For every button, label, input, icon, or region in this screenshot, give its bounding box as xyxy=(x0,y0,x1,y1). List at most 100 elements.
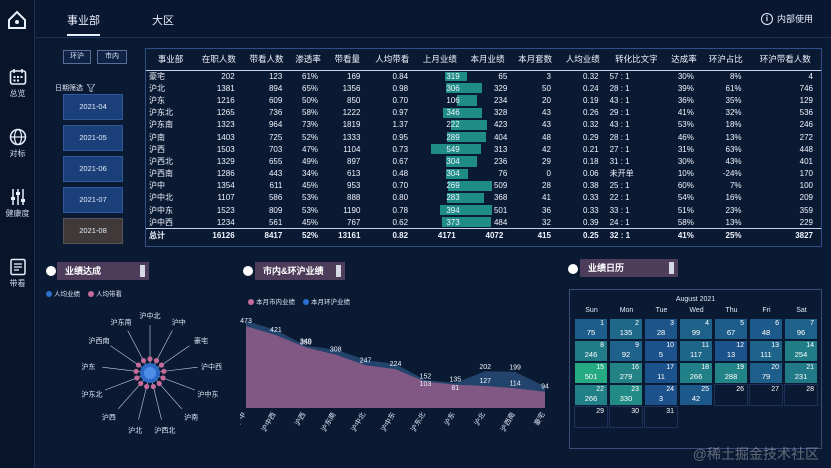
calendar-day[interactable]: 22 266 xyxy=(574,384,608,406)
table-cell: 49% xyxy=(302,156,319,166)
table-cell: 964 xyxy=(268,120,283,130)
sidebar-item-health[interactable]: 健康度 xyxy=(0,188,35,219)
calendar-day[interactable]: 7 96 xyxy=(784,318,818,340)
cell-value: 319 xyxy=(446,71,460,81)
calendar-day[interactable]: 19 288 xyxy=(714,362,748,384)
table-row[interactable]: 沪西北 1329 655 49% 897 0.67 304 236 29 0.18 31 : 1 30… xyxy=(146,155,821,167)
table-row[interactable]: 沪中东 1523 809 53% 1190 0.78 394 501 36 0.33 33 : 1 5… xyxy=(146,204,821,216)
calendar-day[interactable]: 10 5 xyxy=(644,340,678,362)
drag-handle-icon[interactable] xyxy=(669,262,674,274)
calendar-day[interactable]: 13 111 xyxy=(749,340,783,362)
date-filter-label[interactable]: 日期筛选 xyxy=(55,83,96,93)
table-row[interactable]: 沪中 1354 611 45% 953 0.70 269 509 28 0.38 25 : 1 60%… xyxy=(146,180,821,192)
column-header[interactable]: 人均业绩 xyxy=(558,49,607,71)
calendar-day[interactable]: 14 254 xyxy=(784,340,818,362)
table-row[interactable]: 沪中北 1107 586 53% 888 0.80 283 368 41 0.33 22 : 1 54… xyxy=(146,192,821,204)
calendar-day[interactable]: 17 11 xyxy=(644,362,678,384)
calendar-day[interactable]: 28 xyxy=(784,384,818,406)
column-header[interactable]: 环沪占比 xyxy=(701,49,750,71)
tab-division[interactable]: 事业部 xyxy=(67,12,100,36)
column-header[interactable]: 环沪带看人数 xyxy=(749,49,821,71)
table-cell: 415 xyxy=(511,227,559,243)
radar-point[interactable] xyxy=(144,383,150,390)
radar-point[interactable] xyxy=(135,362,142,368)
table-row[interactable]: 沪西南 1286 443 34% 613 0.48 304 76 0 0.06 未开单 10% -24%… xyxy=(146,168,821,180)
calendar-day[interactable]: 12 13 xyxy=(714,340,748,362)
calendar-day[interactable]: 30 xyxy=(609,406,643,428)
table-row[interactable]: 沪西 1503 703 47% 1104 0.73 549 313 42 0.21 27 : 1 31… xyxy=(146,143,821,155)
radar-point[interactable] xyxy=(147,356,153,362)
calendar-day-number: 19 xyxy=(736,364,744,371)
column-header[interactable]: 事业部 xyxy=(146,49,196,71)
calendar-day[interactable]: 2 135 xyxy=(609,318,643,340)
calendar-day[interactable]: 6 48 xyxy=(749,318,783,340)
table-row[interactable]: 豪宅 202 123 61% 169 0.84 319 65 3 0.32 57 : 1 30% 8% 4 xyxy=(146,70,821,82)
column-header[interactable]: 人均带看 xyxy=(368,49,417,71)
radar-point[interactable] xyxy=(153,358,160,364)
table-row[interactable]: 沪北 1381 894 65% 1356 0.98 306 329 50 0.24 28 : 1 39… xyxy=(146,82,821,94)
calendar-day[interactable]: 26 xyxy=(714,384,748,406)
column-header[interactable]: 渗透率 xyxy=(290,49,327,71)
month-button[interactable]: 2021-04 xyxy=(63,94,123,120)
column-header[interactable]: 在职人数 xyxy=(195,49,243,71)
calendar-day[interactable]: 9 92 xyxy=(609,340,643,362)
table-total-row[interactable]: 总计 16126 8417 52% 13161 0.82 4171 4072 415 0.25 32… xyxy=(146,227,821,243)
table-row[interactable]: 沪东 1216 609 50% 850 0.70 106 234 20 0.19 43 : 1 36%… xyxy=(146,94,821,106)
table-row[interactable]: 沪中西 1234 561 45% 767 0.62 373 484 32 0.39 24 : 1 58… xyxy=(146,216,821,228)
calendar-day[interactable]: 8 246 xyxy=(574,340,608,362)
radar-point[interactable] xyxy=(150,383,156,390)
home-logo-icon[interactable] xyxy=(6,9,28,31)
radar-point[interactable] xyxy=(156,380,162,387)
column-header[interactable]: 上月业绩 xyxy=(416,49,464,71)
calendar-day[interactable]: 27 xyxy=(749,384,783,406)
tab-region[interactable]: 大区 xyxy=(152,15,174,27)
calendar-day[interactable]: 4 99 xyxy=(679,318,713,340)
column-header[interactable]: 达成率 xyxy=(666,49,702,71)
calendar-day[interactable]: 25 42 xyxy=(679,384,713,406)
sidebar-item-benchmark[interactable]: 对标 xyxy=(0,128,35,159)
segment-ring-button[interactable]: 环沪 xyxy=(63,50,91,64)
table-cell: 3827 xyxy=(749,227,821,243)
column-header[interactable]: 本月套数 xyxy=(511,49,559,71)
calendar-day[interactable]: 5 67 xyxy=(714,318,748,340)
calendar-day[interactable]: 31 xyxy=(644,406,678,428)
column-header[interactable]: 本月业绩 xyxy=(463,49,512,71)
radar-point[interactable] xyxy=(140,358,147,364)
table-cell: 10% xyxy=(677,169,694,179)
column-header[interactable]: 带看量 xyxy=(326,49,369,71)
sidebar-item-visits[interactable]: 带看 xyxy=(0,258,35,289)
radar-point[interactable] xyxy=(134,375,140,381)
month-button-selected[interactable]: 2021-08 xyxy=(63,218,123,244)
radar-point[interactable] xyxy=(161,368,167,374)
calendar-day[interactable]: 3 28 xyxy=(644,318,678,340)
calendar-day[interactable]: 15 501 xyxy=(574,362,608,384)
radar-point[interactable] xyxy=(138,380,144,387)
calendar-day[interactable]: 20 79 xyxy=(749,362,783,384)
radar-point[interactable] xyxy=(158,362,165,368)
column-header[interactable]: 带看人数 xyxy=(242,49,291,71)
table-cell: 767 xyxy=(347,217,361,227)
calendar-day[interactable]: 24 3 xyxy=(644,384,678,406)
drag-handle-icon[interactable] xyxy=(336,265,341,277)
month-button[interactable]: 2021-07 xyxy=(63,187,123,213)
calendar-day[interactable]: 21 231 xyxy=(784,362,818,384)
drag-handle-icon[interactable] xyxy=(140,265,145,277)
calendar-day[interactable]: 1 75 xyxy=(574,318,608,340)
table-row[interactable]: 沪南 1403 725 52% 1333 0.95 289 404 48 0.29 28 : 1 46… xyxy=(146,131,821,143)
segment-city-button[interactable]: 市内 xyxy=(97,50,127,64)
sidebar-item-overview[interactable]: 总览 xyxy=(0,68,35,99)
calendar-day[interactable]: 16 279 xyxy=(609,362,643,384)
month-button[interactable]: 2021-05 xyxy=(63,125,123,151)
radar-point[interactable] xyxy=(133,368,139,374)
table-row[interactable]: 沪东北 1265 736 58% 1222 0.97 346 328 43 0.26 29 : 1 4… xyxy=(146,107,821,119)
radar-point[interactable] xyxy=(160,375,166,381)
table-cell: 0.97 xyxy=(392,108,409,118)
calendar-day[interactable]: 29 xyxy=(574,406,608,428)
internal-use-button[interactable]: i 内部使用 xyxy=(760,12,813,25)
calendar-day[interactable]: 23 330 xyxy=(609,384,643,406)
calendar-day[interactable]: 18 266 xyxy=(679,362,713,384)
column-header[interactable]: 转化比文字 xyxy=(606,49,667,71)
table-row[interactable]: 沪东南 1323 964 73% 1819 1.37 222 423 43 0.32 43 : 1 5… xyxy=(146,119,821,131)
calendar-day[interactable]: 11 117 xyxy=(679,340,713,362)
month-button[interactable]: 2021-06 xyxy=(63,156,123,182)
